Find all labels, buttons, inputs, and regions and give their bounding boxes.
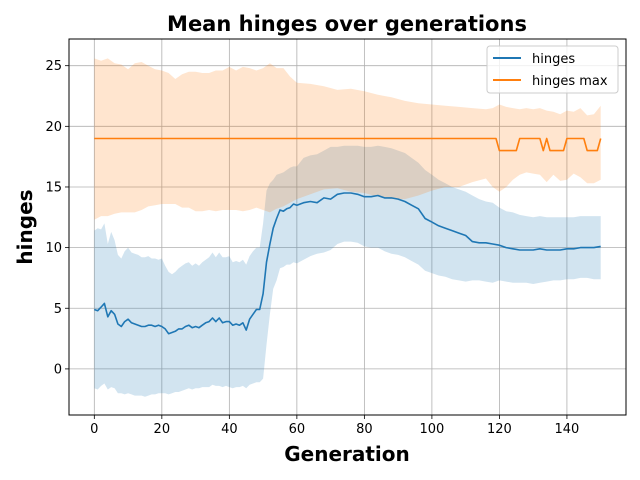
x-tick-label: 140 bbox=[555, 422, 580, 437]
x-tick-label: 20 bbox=[154, 422, 171, 437]
legend-label-hinges-max: hinges max bbox=[532, 74, 608, 89]
legend-label-hinges: hinges bbox=[532, 52, 575, 67]
series-band-0 bbox=[94, 145, 601, 397]
plot-frame bbox=[68, 38, 627, 416]
y-tick-label: 15 bbox=[45, 180, 62, 195]
x-tick-label: 120 bbox=[487, 422, 512, 437]
legend: hinges hinges max bbox=[486, 45, 619, 94]
y-axis-label: hinges bbox=[13, 189, 37, 264]
y-tick-label: 0 bbox=[54, 362, 62, 377]
y-tick-label: 10 bbox=[45, 241, 62, 256]
y-tick-label: 25 bbox=[45, 59, 62, 74]
series-line-1 bbox=[94, 137, 602, 152]
x-tick-label: 0 bbox=[90, 422, 98, 437]
chart-title: Mean hinges over generations bbox=[167, 12, 527, 36]
grid bbox=[69, 39, 626, 415]
x-tick-label: 80 bbox=[356, 422, 373, 437]
x-tick-label: 60 bbox=[289, 422, 306, 437]
y-tick-label: 20 bbox=[45, 120, 62, 135]
x-axis-label: Generation bbox=[284, 442, 410, 466]
axis-ticks: 0 20 40 60 80 100 120 140 0 5 10 15 20 25 bbox=[45, 59, 579, 437]
series-line-0 bbox=[94, 192, 601, 335]
series-lines bbox=[94, 137, 602, 335]
y-tick-label: 5 bbox=[54, 302, 62, 317]
x-tick-label: 40 bbox=[221, 422, 238, 437]
x-tick-label: 100 bbox=[419, 422, 444, 437]
